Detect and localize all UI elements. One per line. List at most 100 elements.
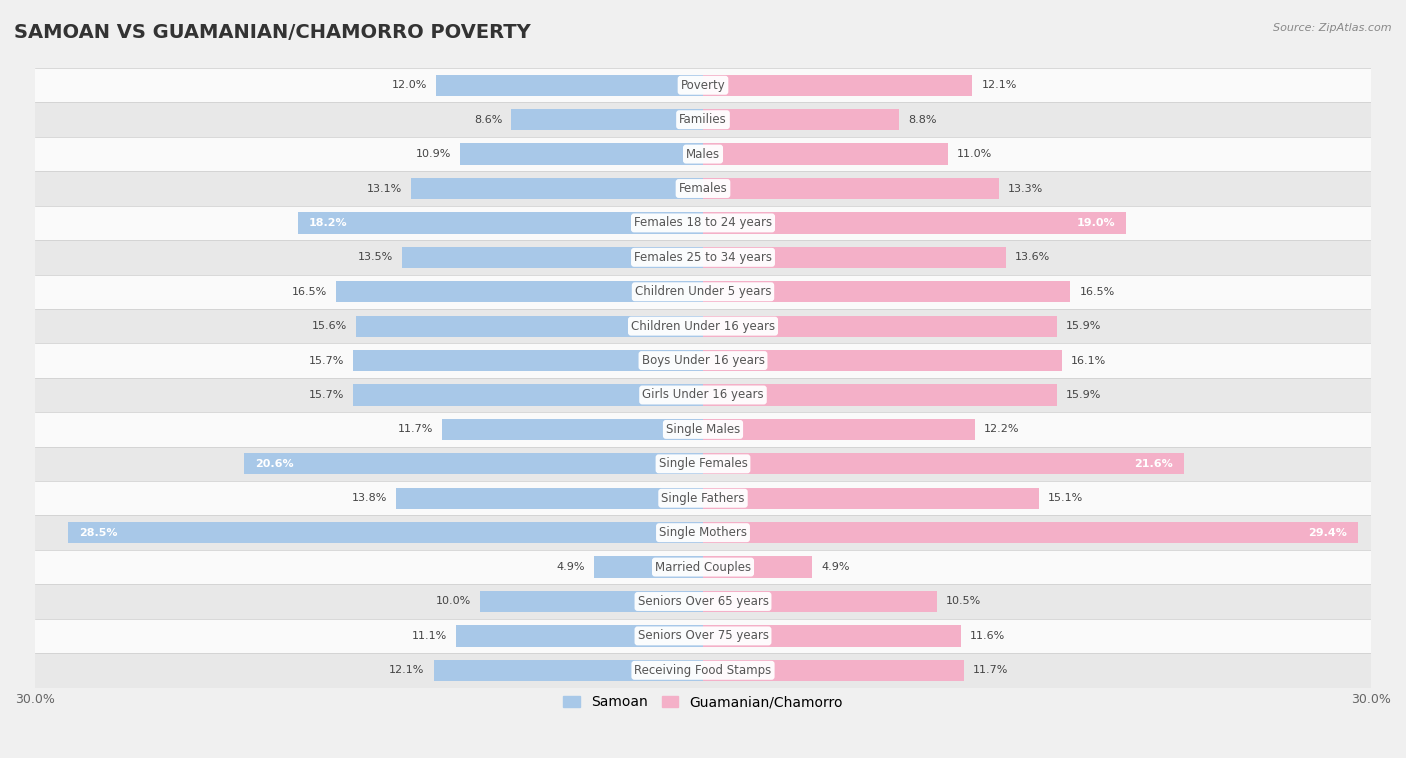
Bar	[35, 274, 1371, 309]
Bar	[456, 625, 703, 647]
Bar	[35, 205, 1371, 240]
Bar	[703, 350, 1062, 371]
Bar	[298, 212, 703, 233]
Bar	[35, 584, 1371, 619]
Text: 20.6%: 20.6%	[256, 459, 294, 469]
Bar	[703, 453, 1184, 475]
Text: 11.7%: 11.7%	[973, 666, 1008, 675]
Text: 12.2%: 12.2%	[984, 424, 1019, 434]
Text: 8.8%: 8.8%	[908, 114, 936, 124]
Bar	[703, 315, 1057, 337]
Bar	[433, 659, 703, 681]
Text: 11.1%: 11.1%	[412, 631, 447, 641]
Bar	[436, 74, 703, 96]
Bar	[35, 412, 1371, 446]
Bar	[356, 315, 703, 337]
Bar	[703, 487, 1039, 509]
Bar	[703, 522, 1358, 543]
Bar	[35, 619, 1371, 653]
Text: 15.6%: 15.6%	[312, 321, 347, 331]
Bar	[35, 446, 1371, 481]
Text: Females 18 to 24 years: Females 18 to 24 years	[634, 217, 772, 230]
Text: 29.4%: 29.4%	[1308, 528, 1347, 537]
Bar	[35, 653, 1371, 688]
Text: 13.1%: 13.1%	[367, 183, 402, 193]
Text: 18.2%: 18.2%	[309, 218, 347, 228]
Text: Females: Females	[679, 182, 727, 195]
Text: 11.0%: 11.0%	[957, 149, 993, 159]
Bar	[703, 212, 1126, 233]
Text: Males: Males	[686, 148, 720, 161]
Text: Girls Under 16 years: Girls Under 16 years	[643, 389, 763, 402]
Text: 11.6%: 11.6%	[970, 631, 1005, 641]
Bar	[35, 309, 1371, 343]
Bar	[703, 556, 813, 578]
Text: 21.6%: 21.6%	[1135, 459, 1173, 469]
Text: Females 25 to 34 years: Females 25 to 34 years	[634, 251, 772, 264]
Bar	[703, 74, 973, 96]
Text: SAMOAN VS GUAMANIAN/CHAMORRO POVERTY: SAMOAN VS GUAMANIAN/CHAMORRO POVERTY	[14, 23, 531, 42]
Text: 16.5%: 16.5%	[291, 287, 326, 296]
Bar	[703, 178, 1000, 199]
Text: 15.9%: 15.9%	[1066, 321, 1101, 331]
Text: Source: ZipAtlas.com: Source: ZipAtlas.com	[1274, 23, 1392, 33]
Text: 12.1%: 12.1%	[389, 666, 425, 675]
Bar	[35, 171, 1371, 205]
Bar	[460, 143, 703, 164]
Text: Children Under 5 years: Children Under 5 years	[634, 285, 772, 298]
Text: Boys Under 16 years: Boys Under 16 years	[641, 354, 765, 367]
Bar	[69, 522, 703, 543]
Text: 28.5%: 28.5%	[80, 528, 118, 537]
Text: 13.6%: 13.6%	[1015, 252, 1050, 262]
Text: 11.7%: 11.7%	[398, 424, 433, 434]
Bar	[35, 515, 1371, 550]
Bar	[703, 590, 936, 612]
Bar	[703, 659, 963, 681]
Bar	[412, 178, 703, 199]
Text: 13.3%: 13.3%	[1008, 183, 1043, 193]
Text: Receiving Food Stamps: Receiving Food Stamps	[634, 664, 772, 677]
Text: Seniors Over 65 years: Seniors Over 65 years	[637, 595, 769, 608]
Bar	[353, 384, 703, 406]
Bar	[512, 109, 703, 130]
Bar	[443, 418, 703, 440]
Text: 15.7%: 15.7%	[309, 356, 344, 365]
Text: Seniors Over 75 years: Seniors Over 75 years	[637, 629, 769, 642]
Text: Single Males: Single Males	[666, 423, 740, 436]
Bar	[703, 109, 898, 130]
Text: 10.0%: 10.0%	[436, 597, 471, 606]
Bar	[395, 487, 703, 509]
Bar	[703, 625, 962, 647]
Text: 10.9%: 10.9%	[416, 149, 451, 159]
Bar	[35, 550, 1371, 584]
Text: Single Fathers: Single Fathers	[661, 492, 745, 505]
Bar	[35, 137, 1371, 171]
Bar	[35, 343, 1371, 377]
Text: 12.0%: 12.0%	[391, 80, 427, 90]
Text: Married Couples: Married Couples	[655, 561, 751, 574]
Text: Poverty: Poverty	[681, 79, 725, 92]
Bar	[703, 281, 1070, 302]
Text: Single Females: Single Females	[658, 457, 748, 470]
Bar	[703, 384, 1057, 406]
Bar	[35, 240, 1371, 274]
Text: 10.5%: 10.5%	[946, 597, 981, 606]
Text: 8.6%: 8.6%	[474, 114, 502, 124]
Text: Families: Families	[679, 113, 727, 126]
Text: 16.1%: 16.1%	[1070, 356, 1105, 365]
Bar	[35, 68, 1371, 102]
Text: 13.5%: 13.5%	[359, 252, 394, 262]
Text: 19.0%: 19.0%	[1077, 218, 1115, 228]
Text: 4.9%: 4.9%	[821, 562, 849, 572]
Bar	[481, 590, 703, 612]
Bar	[35, 481, 1371, 515]
Bar	[703, 143, 948, 164]
Text: Single Mothers: Single Mothers	[659, 526, 747, 539]
Text: 12.1%: 12.1%	[981, 80, 1017, 90]
Text: 15.9%: 15.9%	[1066, 390, 1101, 400]
Text: Children Under 16 years: Children Under 16 years	[631, 320, 775, 333]
Text: 15.1%: 15.1%	[1047, 493, 1084, 503]
Bar	[35, 377, 1371, 412]
Bar	[35, 102, 1371, 137]
Text: 4.9%: 4.9%	[557, 562, 585, 572]
